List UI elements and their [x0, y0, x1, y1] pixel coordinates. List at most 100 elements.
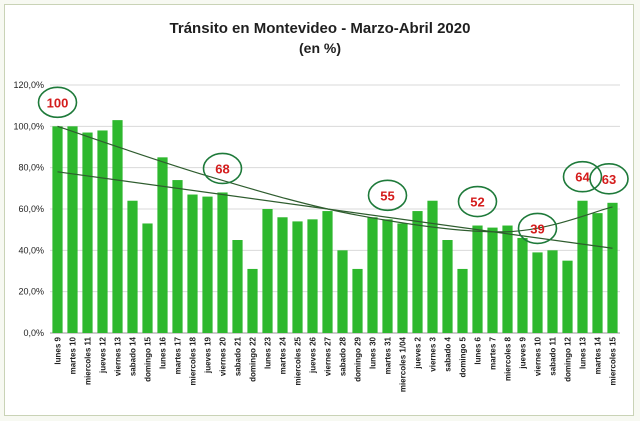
- callout-ellipse: [562, 160, 603, 193]
- x-tick-label: viernes 20: [219, 336, 228, 376]
- x-tick-label: martes 10: [69, 336, 78, 374]
- bar: [547, 250, 558, 333]
- callout-label: 55: [380, 188, 394, 203]
- x-tick-label: martes 31: [384, 336, 393, 374]
- bar: [82, 132, 93, 333]
- x-tick-label: martes 17: [174, 336, 183, 374]
- bar: [502, 225, 513, 333]
- callout-label: 64: [575, 170, 590, 185]
- x-tick-label: lunes 9: [54, 336, 63, 364]
- bar: [532, 252, 543, 333]
- x-tick-label: viernes 3: [429, 336, 438, 371]
- bar: [277, 217, 288, 333]
- bar: [112, 120, 123, 333]
- x-tick-label: miercoles 25: [294, 336, 303, 385]
- bar: [142, 223, 153, 333]
- y-tick-label: 20,0%: [18, 287, 44, 297]
- bar: [97, 130, 108, 333]
- y-tick-label: 60,0%: [18, 204, 44, 214]
- y-tick-label: 100,0%: [13, 121, 44, 131]
- x-tick-label: domingo 22: [249, 336, 258, 381]
- x-tick-label: sabado 21: [234, 336, 243, 376]
- x-tick-label: jueves 2: [414, 336, 423, 369]
- x-tick-label: sabado 4: [444, 336, 453, 371]
- x-tick-label: domingo 12: [564, 336, 573, 381]
- callout-label: 63: [602, 172, 616, 187]
- bar: [52, 126, 63, 333]
- bar: [577, 200, 588, 333]
- bar: [457, 268, 468, 333]
- x-tick-label: lunes 16: [159, 336, 168, 369]
- chart-subtitle: (en %): [299, 40, 341, 56]
- x-tick-label: domingo 5: [459, 336, 468, 377]
- y-tick-label: 120,0%: [13, 80, 44, 90]
- x-tick-label: martes 24: [279, 336, 288, 374]
- bar: [292, 221, 303, 333]
- bar: [157, 157, 168, 333]
- x-tick-label: sabado 11: [549, 336, 558, 375]
- bar: [232, 240, 243, 333]
- callout-label: 100: [47, 95, 69, 110]
- bar: [367, 217, 378, 333]
- bar: [352, 268, 363, 333]
- x-tick-label: miercoles 8: [504, 336, 513, 381]
- x-tick-label: lunes 30: [369, 336, 378, 369]
- bar: [607, 202, 618, 333]
- chart-title: Tránsito en Montevideo - Marzo-Abril 202…: [169, 20, 471, 37]
- bar: [187, 194, 198, 333]
- bar: [262, 209, 273, 333]
- bar: [442, 240, 453, 333]
- callout-label: 52: [470, 195, 484, 210]
- bar: [592, 213, 603, 333]
- bar: [337, 250, 348, 333]
- bar: [382, 219, 393, 333]
- linear-trendline: [57, 171, 613, 249]
- plot-area: [4, 4, 634, 416]
- callout-ellipse: [457, 185, 498, 218]
- x-tick-label: lunes 13: [579, 336, 588, 369]
- bar: [517, 237, 528, 333]
- bar: [247, 268, 258, 333]
- y-tick-label: 80,0%: [18, 163, 44, 173]
- x-tick-label: viernes 10: [534, 336, 543, 376]
- bar: [307, 219, 318, 333]
- x-tick-label: viernes 27: [324, 336, 333, 376]
- bar: [412, 211, 423, 333]
- x-tick-label: miercoles 15: [609, 336, 618, 385]
- bar: [397, 223, 408, 333]
- bar: [562, 260, 573, 333]
- bar: [172, 180, 183, 333]
- bar: [427, 200, 438, 333]
- bar: [67, 126, 78, 333]
- x-tick-label: lunes 23: [264, 336, 273, 369]
- y-tick-label: 0,0%: [23, 328, 44, 338]
- x-tick-label: miercoles 1/04: [399, 336, 408, 392]
- x-tick-label: viernes 13: [114, 336, 123, 376]
- bar: [472, 225, 483, 333]
- x-tick-label: sabado 14: [129, 336, 138, 376]
- x-tick-label: domingo 15: [144, 336, 153, 381]
- x-tick-label: jueves 9: [519, 336, 528, 369]
- bar: [217, 192, 228, 333]
- x-tick-label: domingo 29: [354, 336, 363, 381]
- x-tick-label: sabado 28: [339, 336, 348, 376]
- x-tick-label: jueves 12: [99, 336, 108, 374]
- x-tick-label: miercoles 18: [189, 336, 198, 385]
- callout-label: 39: [530, 221, 544, 236]
- callout-ellipse: [517, 212, 558, 245]
- callout-ellipse: [202, 152, 243, 185]
- callout-ellipse: [589, 163, 629, 195]
- bar: [127, 200, 138, 333]
- x-tick-label: martes 14: [594, 336, 603, 374]
- x-tick-label: lunes 6: [474, 336, 483, 364]
- bar: [202, 196, 213, 333]
- polynomial-trendline: [57, 125, 613, 233]
- callout-ellipse: [367, 179, 408, 212]
- callout-label: 68: [215, 161, 229, 176]
- x-tick-label: martes 7: [489, 336, 498, 369]
- x-tick-label: miercoles 11: [84, 336, 93, 385]
- bar: [487, 227, 498, 333]
- x-tick-label: jueves 19: [204, 336, 213, 374]
- x-tick-label: jueves 26: [309, 336, 318, 374]
